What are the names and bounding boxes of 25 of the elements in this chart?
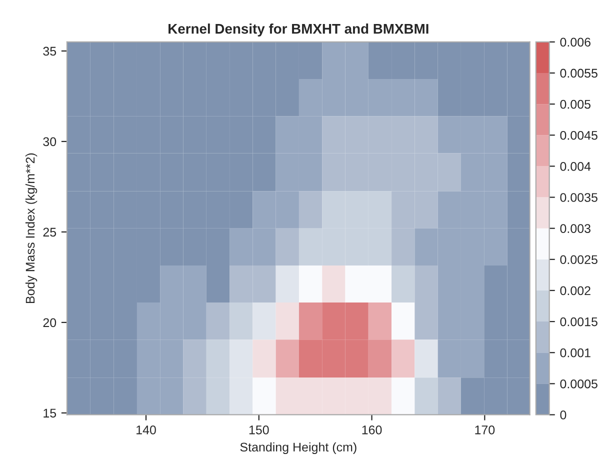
color-bar-label: 0.005 bbox=[560, 100, 590, 109]
color-bar-label: 0.0025 bbox=[560, 255, 598, 264]
x-axis-title: Standing Height (cm) bbox=[240, 442, 356, 454]
y-tick-label: 20 bbox=[43, 318, 56, 328]
color-bar-label: 0.0035 bbox=[560, 193, 598, 202]
y-tick-label: 25 bbox=[43, 228, 56, 237]
color-bar-label: 0.006 bbox=[560, 38, 590, 47]
color-bar-label: 0.002 bbox=[560, 286, 590, 296]
chart-title: Kernel Density for BMXHT and BMXBMI bbox=[168, 24, 428, 36]
color-bar-label: 0.003 bbox=[560, 224, 590, 233]
y-tick-label: 15 bbox=[44, 408, 56, 418]
color-bar-label: 0 bbox=[560, 410, 566, 420]
x-tick-label: 170 bbox=[475, 425, 495, 434]
x-tick-label: 150 bbox=[249, 425, 269, 434]
x-tick-label: 140 bbox=[136, 425, 156, 434]
y-tick-label: 30 bbox=[43, 137, 56, 146]
color-bar-label: 0.004 bbox=[560, 162, 591, 171]
color-bar-label: 0.0055 bbox=[560, 68, 598, 78]
color-bar-label: 0.0015 bbox=[560, 317, 598, 326]
color-bar-label: 0.0005 bbox=[560, 379, 598, 388]
y-tick-label: 35 bbox=[43, 46, 56, 56]
color-bar-label: 0.001 bbox=[560, 348, 590, 358]
x-tick-label: 160 bbox=[362, 425, 382, 434]
color-bar-label: 0.0045 bbox=[560, 130, 598, 140]
y-axis-title: Body Mass Index (kg/m**2) bbox=[25, 153, 38, 304]
